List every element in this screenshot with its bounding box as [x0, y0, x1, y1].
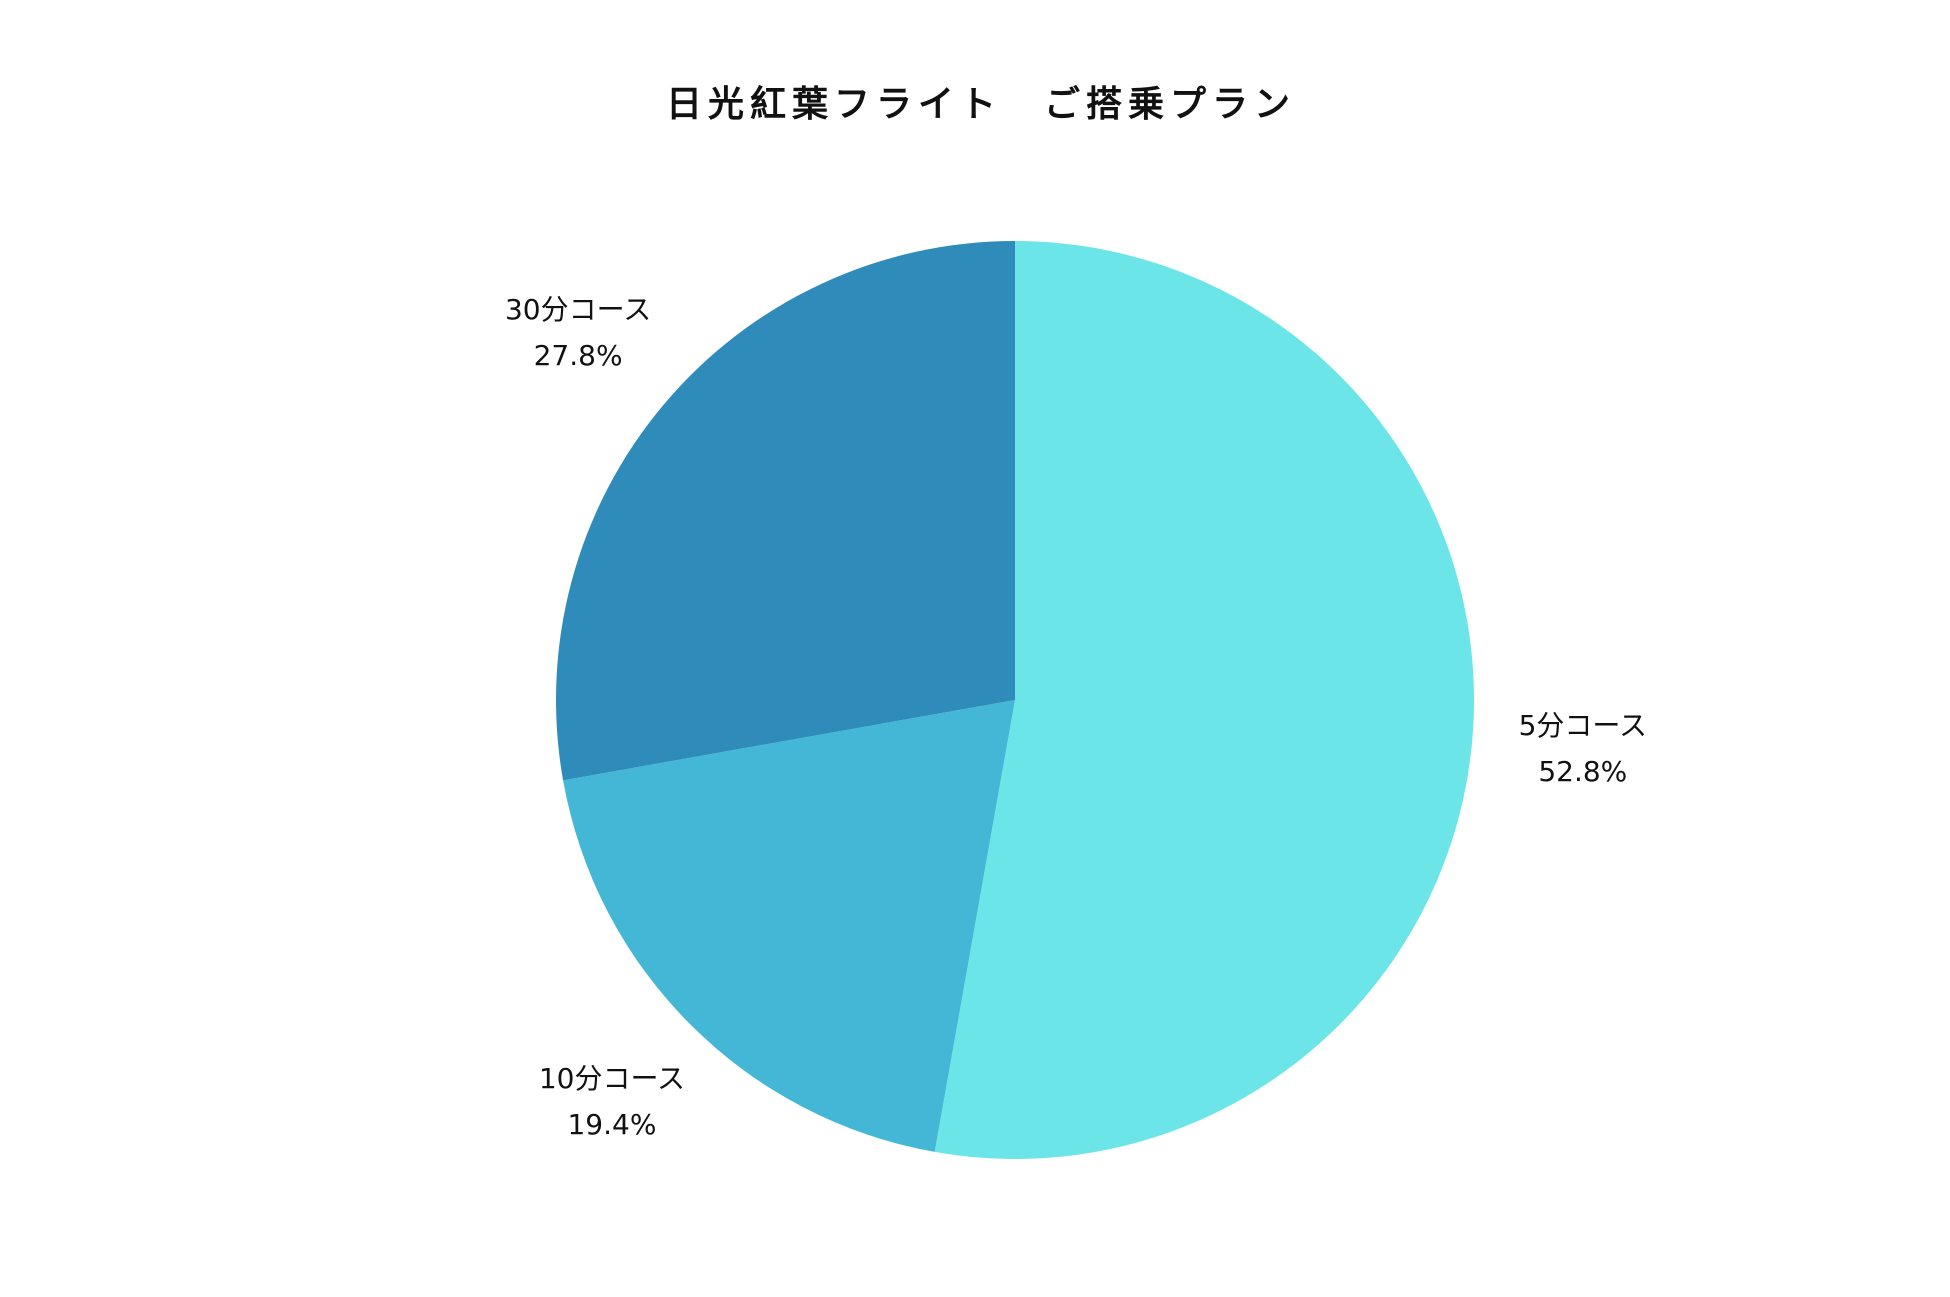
pie-slice: [934, 241, 1475, 1159]
slice-label: 30分コース: [505, 293, 651, 326]
slice-value-label: 19.4%: [567, 1108, 656, 1141]
pie-slice: [563, 700, 1015, 1152]
slice-value-label: 52.8%: [1538, 755, 1627, 788]
slice-label: 10分コース: [539, 1062, 685, 1095]
slice-label: 5分コース: [1519, 709, 1647, 742]
slice-value-label: 27.8%: [534, 339, 623, 372]
chart-title: 日光紅葉フライト ご搭乗プラン: [666, 84, 1296, 125]
pie-slice: [556, 241, 1015, 781]
